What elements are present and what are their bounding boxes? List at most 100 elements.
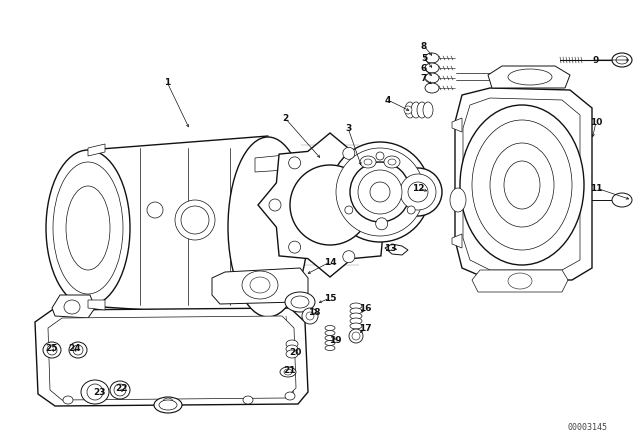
Ellipse shape bbox=[147, 202, 163, 218]
Text: 22: 22 bbox=[116, 383, 128, 392]
Text: 2: 2 bbox=[282, 113, 288, 122]
Ellipse shape bbox=[47, 345, 57, 355]
Ellipse shape bbox=[53, 162, 123, 294]
Ellipse shape bbox=[504, 161, 540, 209]
Ellipse shape bbox=[286, 340, 298, 348]
Ellipse shape bbox=[490, 143, 554, 227]
Ellipse shape bbox=[285, 292, 315, 312]
Text: 3: 3 bbox=[345, 124, 351, 133]
Text: 6: 6 bbox=[421, 64, 427, 73]
Text: 21: 21 bbox=[284, 366, 296, 375]
Text: 18: 18 bbox=[308, 307, 320, 316]
Ellipse shape bbox=[43, 342, 61, 358]
Ellipse shape bbox=[360, 156, 376, 168]
Ellipse shape bbox=[81, 380, 109, 404]
Polygon shape bbox=[255, 278, 290, 292]
Polygon shape bbox=[488, 66, 570, 88]
Ellipse shape bbox=[325, 345, 335, 350]
Ellipse shape bbox=[388, 159, 396, 165]
Text: 19: 19 bbox=[329, 336, 341, 345]
Ellipse shape bbox=[394, 168, 442, 216]
Ellipse shape bbox=[159, 400, 177, 410]
Ellipse shape bbox=[404, 106, 412, 114]
Polygon shape bbox=[452, 234, 462, 248]
Text: 11: 11 bbox=[589, 184, 602, 193]
Ellipse shape bbox=[181, 206, 209, 234]
Polygon shape bbox=[472, 270, 568, 292]
Ellipse shape bbox=[290, 165, 370, 245]
Ellipse shape bbox=[612, 193, 632, 207]
Ellipse shape bbox=[302, 308, 318, 324]
Ellipse shape bbox=[417, 102, 427, 118]
Polygon shape bbox=[455, 88, 592, 280]
Polygon shape bbox=[452, 118, 462, 132]
Ellipse shape bbox=[370, 182, 390, 202]
Ellipse shape bbox=[472, 120, 572, 250]
Ellipse shape bbox=[114, 384, 126, 396]
Ellipse shape bbox=[330, 142, 430, 242]
Ellipse shape bbox=[343, 251, 355, 263]
Ellipse shape bbox=[291, 296, 309, 308]
Ellipse shape bbox=[376, 152, 384, 160]
Ellipse shape bbox=[358, 170, 402, 214]
Ellipse shape bbox=[411, 102, 421, 118]
Ellipse shape bbox=[284, 369, 292, 375]
Ellipse shape bbox=[73, 345, 83, 355]
Text: 9: 9 bbox=[593, 56, 599, 65]
Text: 20: 20 bbox=[289, 348, 301, 357]
Polygon shape bbox=[255, 155, 290, 172]
Text: 5: 5 bbox=[421, 53, 427, 63]
Text: 25: 25 bbox=[45, 344, 58, 353]
Ellipse shape bbox=[280, 367, 296, 377]
Ellipse shape bbox=[376, 218, 388, 230]
Ellipse shape bbox=[285, 392, 295, 400]
Text: 12: 12 bbox=[412, 184, 424, 193]
Ellipse shape bbox=[408, 182, 428, 202]
Ellipse shape bbox=[349, 329, 363, 343]
Text: 4: 4 bbox=[385, 95, 391, 104]
Ellipse shape bbox=[250, 277, 270, 293]
Polygon shape bbox=[48, 316, 296, 400]
Ellipse shape bbox=[336, 148, 424, 236]
Ellipse shape bbox=[325, 326, 335, 331]
Ellipse shape bbox=[345, 206, 353, 214]
Ellipse shape bbox=[350, 303, 362, 309]
Ellipse shape bbox=[425, 53, 439, 63]
Ellipse shape bbox=[175, 200, 215, 240]
Ellipse shape bbox=[508, 273, 532, 289]
Ellipse shape bbox=[286, 345, 298, 353]
Text: 17: 17 bbox=[358, 323, 371, 332]
Ellipse shape bbox=[425, 73, 439, 83]
Ellipse shape bbox=[325, 331, 335, 336]
Polygon shape bbox=[385, 244, 408, 255]
Polygon shape bbox=[463, 98, 580, 270]
Ellipse shape bbox=[616, 56, 628, 64]
Ellipse shape bbox=[269, 199, 281, 211]
Polygon shape bbox=[88, 300, 105, 310]
Ellipse shape bbox=[69, 342, 87, 358]
Ellipse shape bbox=[63, 396, 73, 404]
Ellipse shape bbox=[350, 162, 410, 222]
Ellipse shape bbox=[46, 150, 130, 306]
Ellipse shape bbox=[110, 381, 130, 399]
Ellipse shape bbox=[612, 53, 632, 67]
Text: 10: 10 bbox=[590, 117, 602, 126]
Ellipse shape bbox=[352, 332, 360, 340]
Polygon shape bbox=[52, 295, 95, 318]
Ellipse shape bbox=[154, 397, 182, 413]
Text: 23: 23 bbox=[93, 388, 106, 396]
Text: 24: 24 bbox=[68, 344, 81, 353]
Text: 1: 1 bbox=[164, 78, 170, 86]
Text: 7: 7 bbox=[421, 73, 427, 82]
Polygon shape bbox=[212, 268, 308, 304]
Ellipse shape bbox=[407, 206, 415, 214]
Text: 14: 14 bbox=[324, 258, 336, 267]
Ellipse shape bbox=[289, 157, 301, 169]
Ellipse shape bbox=[460, 105, 584, 265]
Ellipse shape bbox=[350, 313, 362, 319]
Ellipse shape bbox=[364, 159, 372, 165]
Ellipse shape bbox=[66, 186, 110, 270]
Ellipse shape bbox=[306, 312, 314, 320]
Polygon shape bbox=[258, 133, 402, 277]
Ellipse shape bbox=[325, 340, 335, 345]
